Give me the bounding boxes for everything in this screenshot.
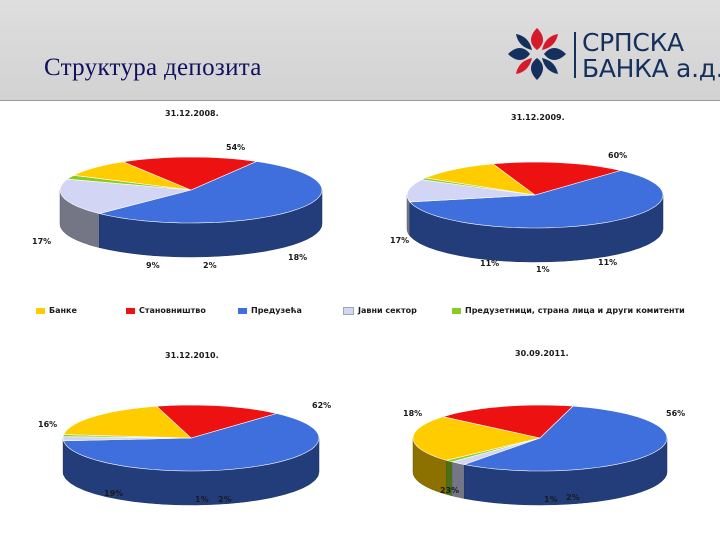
pie-chart-4: 30.09.2011. 23% 18% 56% 2% 1% [403, 349, 685, 506]
data-label-public: 11% [598, 258, 617, 267]
legend-label: Јавни сектор [358, 306, 417, 315]
pie-chart-2: 31.12.2009. 11% 17% 60% 11% 1% [390, 113, 664, 274]
pie-slice-public [406, 179, 536, 203]
legend-item-enterprises: Предузећа [238, 306, 302, 315]
pie-slice-public [59, 178, 192, 214]
logo-divider [574, 32, 576, 78]
data-label-enterprises: 54% [226, 143, 245, 152]
legend-label: Становништво [139, 306, 206, 315]
legend-label: Предузећа [251, 306, 302, 315]
logo-star-icon [508, 28, 566, 80]
data-label-bank: 9% [146, 261, 160, 270]
legend-label: Банке [49, 306, 77, 315]
data-label-households: 17% [32, 237, 51, 246]
legend-swatch [36, 307, 45, 314]
pie-slice-enterprises [463, 405, 668, 472]
data-label-enterprises: 62% [312, 401, 331, 410]
chart-title: 31.12.2008. [165, 109, 219, 118]
page-title: Структура депозита [44, 54, 262, 81]
pie-slice-bank [63, 405, 192, 439]
data-label-households: 16% [38, 420, 57, 429]
pie-slice-enterprises [99, 161, 323, 224]
pie-slice-enterprises [62, 413, 320, 472]
legend-item-households: Становништво [126, 306, 206, 315]
pie-slice-households [121, 156, 258, 191]
data-label-enterprises: 56% [666, 409, 685, 418]
pie-slice-households [155, 404, 277, 439]
chart-title: 31.12.2010. [165, 351, 219, 360]
data-label-entrepreneurs: 1% [536, 265, 550, 274]
legend-label: Предузетници, страна лица и други комите… [465, 306, 685, 315]
data-label-public: 2% [566, 493, 580, 502]
pie-slice-bank [412, 416, 541, 461]
logo-line2: БАНКА а.д. [582, 54, 720, 83]
data-label-households: 18% [403, 409, 422, 418]
pie-slice-bank [424, 163, 536, 196]
legend-item-bank: Банке [36, 306, 77, 315]
legend-item-entrepreneurs: Предузетници, страна лица и други комите… [452, 306, 685, 315]
chart-title: 31.12.2009. [511, 113, 565, 122]
data-label-entrepreneurs: 2% [203, 261, 217, 270]
pie-chart-3: 31.12.2010. 19% 16% 62% 2% 1% [38, 351, 331, 506]
pie-slice-bank [72, 161, 192, 191]
legend-swatch [238, 307, 247, 314]
data-label-bank: 19% [104, 489, 123, 498]
legend-swatch [126, 307, 135, 314]
header-bar: Структура депозита СРПСКА БАНКА а.д. [0, 0, 720, 101]
data-label-entrepreneurs: 1% [544, 495, 558, 504]
data-label-enterprises: 60% [608, 151, 627, 160]
pie-slice-households [492, 161, 621, 196]
chart-title: 30.09.2011. [515, 349, 569, 358]
logo-line1: СРПСКА [582, 28, 684, 57]
data-label-public: 18% [288, 253, 307, 262]
data-label-households: 17% [390, 236, 409, 245]
pie-slice-households [442, 404, 574, 439]
data-label-bank: 11% [480, 259, 499, 268]
pie-chart-1: 31.12.2008. 9% 17% 54% 18% 2% [32, 109, 323, 270]
bank-logo: СРПСКА БАНКА а.д. [502, 24, 720, 84]
legend-item-public: Јавни сектор [343, 306, 417, 315]
pie-slice-enterprises [409, 170, 664, 229]
data-label-entrepreneurs: 1% [195, 495, 209, 504]
legend-swatch [343, 306, 354, 315]
chart-legend: Банке Становништво Предузећа Јавни секто… [36, 306, 696, 320]
data-label-public: 2% [218, 495, 232, 504]
legend-swatch [452, 307, 461, 314]
data-label-bank: 23% [440, 486, 459, 495]
